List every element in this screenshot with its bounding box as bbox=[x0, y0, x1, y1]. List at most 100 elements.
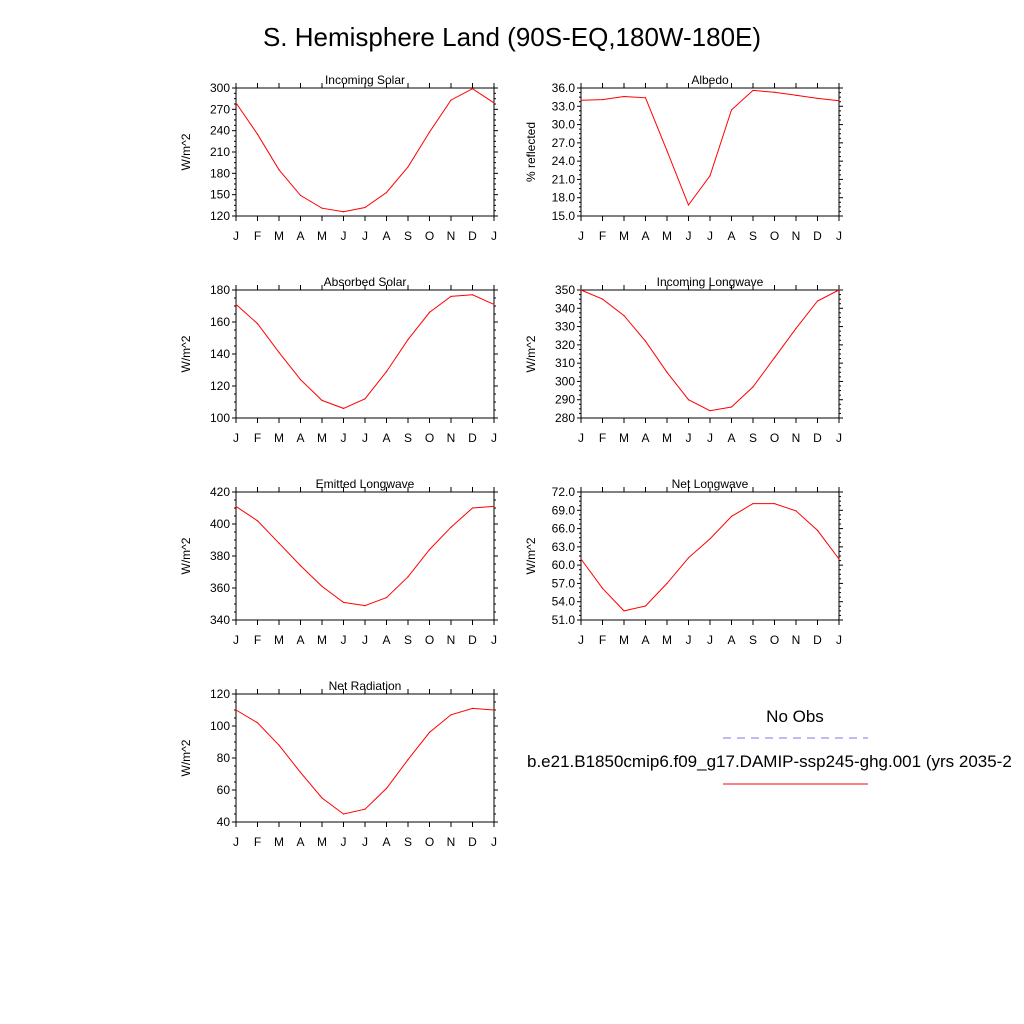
data-point bbox=[342, 601, 345, 604]
data-point bbox=[364, 398, 366, 400]
legend: No Obs b.e21.B1850cmip6.f09_g17.DAMIP-ss… bbox=[527, 707, 1012, 785]
data-point bbox=[493, 303, 495, 305]
data-point bbox=[493, 505, 495, 507]
x-tick-label: J bbox=[233, 431, 239, 445]
y-axis-label: W/m^2 bbox=[524, 335, 538, 372]
chart-panel-4: Incoming Longwave W/m^2 280 290 300 310 320 330… bbox=[524, 275, 843, 445]
data-point bbox=[601, 587, 604, 589]
y-tick-label: 420 bbox=[210, 485, 230, 499]
x-tick-label: J bbox=[362, 229, 368, 243]
y-tick-label: 360 bbox=[210, 581, 230, 595]
x-tick-label: D bbox=[813, 229, 822, 243]
data-point bbox=[623, 315, 625, 317]
data-point bbox=[428, 731, 431, 734]
data-point bbox=[256, 520, 259, 522]
data-point bbox=[428, 131, 431, 133]
x-tick-label: F bbox=[599, 229, 606, 243]
x-tick-label: O bbox=[425, 431, 434, 445]
x-tick-label: A bbox=[641, 431, 649, 445]
data-point bbox=[471, 707, 474, 710]
x-tick-label: F bbox=[599, 633, 606, 647]
data-point bbox=[795, 327, 797, 329]
x-tick-label: M bbox=[317, 633, 327, 647]
x-tick-label: J bbox=[341, 835, 347, 849]
data-point bbox=[752, 386, 754, 388]
data-point bbox=[580, 99, 582, 101]
data-point bbox=[342, 407, 345, 409]
x-tick-label: O bbox=[425, 633, 434, 647]
series-line bbox=[580, 503, 840, 612]
series-line bbox=[235, 505, 495, 607]
x-tick-label: D bbox=[813, 633, 822, 647]
chart-title: Incoming Solar bbox=[325, 73, 405, 87]
data-point bbox=[321, 797, 323, 799]
data-point bbox=[385, 787, 388, 790]
x-tick-label: J bbox=[707, 229, 713, 243]
data-point bbox=[644, 97, 647, 99]
chart-panel-2: Albedo % reflected 15.0 18.0 21.0 24.0 27.0 30.… bbox=[524, 73, 843, 243]
data-point bbox=[321, 585, 323, 588]
y-tick-label: 160 bbox=[210, 315, 230, 329]
x-tick-label: A bbox=[382, 633, 390, 647]
series-line bbox=[235, 88, 495, 213]
data-point bbox=[838, 289, 840, 291]
data-point bbox=[450, 295, 452, 297]
x-tick-label: F bbox=[254, 633, 261, 647]
x-tick-label: J bbox=[836, 431, 842, 445]
data-point bbox=[428, 311, 431, 313]
y-tick-label: 100 bbox=[210, 411, 230, 425]
x-tick-label: J bbox=[491, 835, 497, 849]
y-tick-label: 66.0 bbox=[552, 522, 576, 536]
y-tick-label: 240 bbox=[210, 124, 230, 138]
data-point bbox=[773, 357, 776, 359]
x-tick-label: M bbox=[662, 431, 672, 445]
data-point bbox=[428, 549, 431, 551]
x-tick-label: J bbox=[491, 229, 497, 243]
data-point bbox=[666, 150, 668, 152]
x-tick-label: J bbox=[491, 431, 497, 445]
data-point bbox=[666, 371, 668, 373]
y-tick-label: 15.0 bbox=[552, 209, 576, 223]
x-tick-label: M bbox=[317, 229, 327, 243]
data-point bbox=[235, 505, 237, 507]
y-tick-label: 380 bbox=[210, 549, 230, 563]
x-tick-label: J bbox=[578, 431, 584, 445]
data-point bbox=[838, 100, 840, 102]
data-point bbox=[730, 515, 733, 517]
y-tick-label: 72.0 bbox=[552, 485, 576, 499]
data-point bbox=[278, 169, 280, 171]
y-axis-label: W/m^2 bbox=[179, 537, 193, 574]
x-tick-label: S bbox=[749, 229, 757, 243]
x-tick-label: M bbox=[317, 835, 327, 849]
legend-obs-label: No Obs bbox=[766, 707, 824, 726]
data-point bbox=[601, 98, 604, 101]
y-tick-label: 18.0 bbox=[552, 191, 576, 205]
data-point bbox=[385, 191, 388, 194]
x-tick-label: D bbox=[468, 835, 477, 849]
x-tick-label: O bbox=[770, 431, 779, 445]
data-point bbox=[321, 399, 323, 401]
x-tick-label: M bbox=[274, 835, 284, 849]
x-tick-label: A bbox=[382, 229, 390, 243]
y-tick-label: 300 bbox=[210, 81, 230, 95]
y-axis-label: W/m^2 bbox=[179, 335, 193, 372]
y-tick-label: 24.0 bbox=[552, 154, 576, 168]
data-point bbox=[730, 406, 733, 408]
data-point bbox=[299, 194, 302, 196]
y-tick-label: 340 bbox=[555, 301, 575, 315]
x-tick-label: N bbox=[447, 229, 456, 243]
x-tick-label: S bbox=[749, 431, 757, 445]
data-point bbox=[730, 109, 733, 111]
x-tick-label: A bbox=[296, 835, 304, 849]
data-point bbox=[278, 351, 280, 353]
data-point bbox=[385, 371, 388, 373]
data-point bbox=[407, 166, 409, 168]
x-tick-label: A bbox=[382, 835, 390, 849]
plot-frame bbox=[235, 87, 495, 217]
chart-panels: Incoming Solar W/m^2 120 150 180 210 240 270 300… bbox=[179, 73, 843, 849]
data-point bbox=[687, 557, 690, 559]
x-tick-label: N bbox=[792, 633, 801, 647]
